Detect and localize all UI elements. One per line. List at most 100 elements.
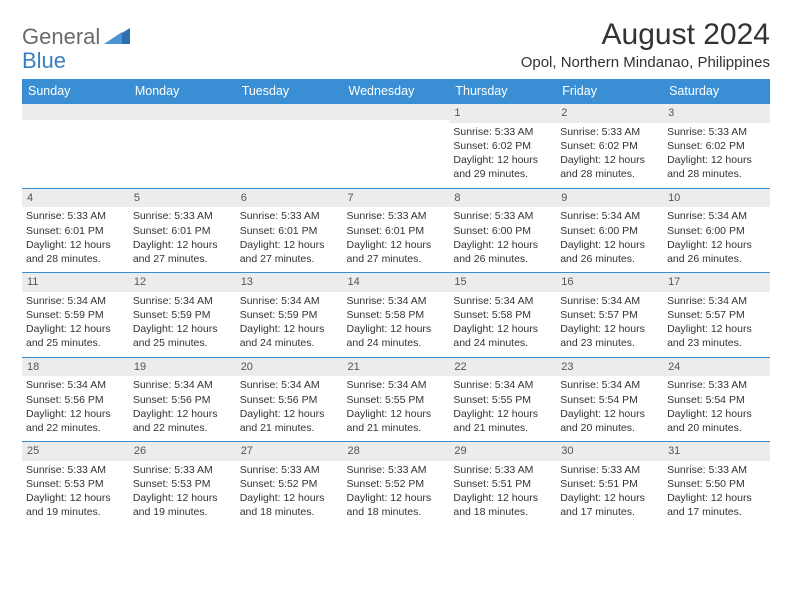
calendar-cell: 6Sunrise: 5:33 AMSunset: 6:01 PMDaylight… bbox=[236, 188, 343, 273]
daylight-text: Daylight: 12 hours and 27 minutes. bbox=[347, 238, 446, 266]
day-number: 17 bbox=[663, 273, 770, 292]
sunrise-text: Sunrise: 5:34 AM bbox=[347, 378, 446, 392]
daylight-text: Daylight: 12 hours and 27 minutes. bbox=[133, 238, 232, 266]
daylight-text: Daylight: 12 hours and 28 minutes. bbox=[560, 153, 659, 181]
day-content: Sunrise: 5:33 AMSunset: 5:51 PMDaylight:… bbox=[556, 461, 663, 526]
sunset-text: Sunset: 6:00 PM bbox=[453, 224, 552, 238]
daylight-text: Daylight: 12 hours and 27 minutes. bbox=[240, 238, 339, 266]
calendar-cell: 23Sunrise: 5:34 AMSunset: 5:54 PMDayligh… bbox=[556, 357, 663, 442]
day-header: Tuesday bbox=[236, 79, 343, 104]
day-number: 8 bbox=[449, 189, 556, 208]
calendar-cell bbox=[343, 104, 450, 189]
daylight-text: Daylight: 12 hours and 26 minutes. bbox=[560, 238, 659, 266]
sunset-text: Sunset: 5:56 PM bbox=[26, 393, 125, 407]
sunrise-text: Sunrise: 5:33 AM bbox=[667, 125, 766, 139]
calendar-week-row: 25Sunrise: 5:33 AMSunset: 5:53 PMDayligh… bbox=[22, 442, 770, 526]
daylight-text: Daylight: 12 hours and 28 minutes. bbox=[667, 153, 766, 181]
sunrise-text: Sunrise: 5:34 AM bbox=[453, 378, 552, 392]
sunset-text: Sunset: 6:01 PM bbox=[347, 224, 446, 238]
sunrise-text: Sunrise: 5:34 AM bbox=[240, 294, 339, 308]
calendar-cell: 4Sunrise: 5:33 AMSunset: 6:01 PMDaylight… bbox=[22, 188, 129, 273]
sunrise-text: Sunrise: 5:33 AM bbox=[560, 125, 659, 139]
calendar-cell bbox=[236, 104, 343, 189]
sunset-text: Sunset: 5:57 PM bbox=[560, 308, 659, 322]
day-number: 24 bbox=[663, 358, 770, 377]
day-content: Sunrise: 5:34 AMSunset: 5:55 PMDaylight:… bbox=[343, 376, 450, 441]
day-content: Sunrise: 5:33 AMSunset: 5:53 PMDaylight:… bbox=[129, 461, 236, 526]
calendar-cell: 8Sunrise: 5:33 AMSunset: 6:00 PMDaylight… bbox=[449, 188, 556, 273]
day-number: 30 bbox=[556, 442, 663, 461]
sunrise-text: Sunrise: 5:34 AM bbox=[667, 209, 766, 223]
day-number bbox=[129, 104, 236, 120]
title-block: August 2024 Opol, Northern Mindanao, Phi… bbox=[521, 18, 770, 71]
sunrise-text: Sunrise: 5:33 AM bbox=[347, 463, 446, 477]
sunrise-text: Sunrise: 5:33 AM bbox=[453, 463, 552, 477]
sunrise-text: Sunrise: 5:34 AM bbox=[560, 294, 659, 308]
day-number: 28 bbox=[343, 442, 450, 461]
daylight-text: Daylight: 12 hours and 18 minutes. bbox=[347, 491, 446, 519]
day-content: Sunrise: 5:34 AMSunset: 5:57 PMDaylight:… bbox=[663, 292, 770, 357]
sunset-text: Sunset: 5:59 PM bbox=[133, 308, 232, 322]
day-number: 26 bbox=[129, 442, 236, 461]
day-content: Sunrise: 5:33 AMSunset: 6:01 PMDaylight:… bbox=[343, 207, 450, 272]
brand-triangle-icon bbox=[104, 26, 130, 49]
day-number: 29 bbox=[449, 442, 556, 461]
sunrise-text: Sunrise: 5:34 AM bbox=[347, 294, 446, 308]
sunset-text: Sunset: 6:02 PM bbox=[560, 139, 659, 153]
calendar-cell: 31Sunrise: 5:33 AMSunset: 5:50 PMDayligh… bbox=[663, 442, 770, 526]
brand-part1: General bbox=[22, 24, 100, 50]
day-number: 10 bbox=[663, 189, 770, 208]
day-content: Sunrise: 5:34 AMSunset: 5:59 PMDaylight:… bbox=[236, 292, 343, 357]
sunset-text: Sunset: 5:57 PM bbox=[667, 308, 766, 322]
daylight-text: Daylight: 12 hours and 18 minutes. bbox=[240, 491, 339, 519]
sunset-text: Sunset: 5:56 PM bbox=[240, 393, 339, 407]
calendar-cell: 29Sunrise: 5:33 AMSunset: 5:51 PMDayligh… bbox=[449, 442, 556, 526]
calendar-cell: 13Sunrise: 5:34 AMSunset: 5:59 PMDayligh… bbox=[236, 273, 343, 358]
daylight-text: Daylight: 12 hours and 20 minutes. bbox=[667, 407, 766, 435]
sunrise-text: Sunrise: 5:34 AM bbox=[133, 294, 232, 308]
sunrise-text: Sunrise: 5:33 AM bbox=[240, 463, 339, 477]
daylight-text: Daylight: 12 hours and 25 minutes. bbox=[26, 322, 125, 350]
calendar-cell: 16Sunrise: 5:34 AMSunset: 5:57 PMDayligh… bbox=[556, 273, 663, 358]
sunset-text: Sunset: 6:02 PM bbox=[667, 139, 766, 153]
sunrise-text: Sunrise: 5:34 AM bbox=[560, 378, 659, 392]
calendar-cell: 22Sunrise: 5:34 AMSunset: 5:55 PMDayligh… bbox=[449, 357, 556, 442]
day-content: Sunrise: 5:33 AMSunset: 6:01 PMDaylight:… bbox=[129, 207, 236, 272]
day-header: Wednesday bbox=[343, 79, 450, 104]
day-content: Sunrise: 5:33 AMSunset: 6:01 PMDaylight:… bbox=[236, 207, 343, 272]
day-header: Thursday bbox=[449, 79, 556, 104]
daylight-text: Daylight: 12 hours and 21 minutes. bbox=[240, 407, 339, 435]
page-title: August 2024 bbox=[521, 18, 770, 52]
calendar-cell: 5Sunrise: 5:33 AMSunset: 6:01 PMDaylight… bbox=[129, 188, 236, 273]
sunrise-text: Sunrise: 5:33 AM bbox=[26, 209, 125, 223]
day-number: 3 bbox=[663, 104, 770, 123]
day-number: 7 bbox=[343, 189, 450, 208]
day-content: Sunrise: 5:33 AMSunset: 5:53 PMDaylight:… bbox=[22, 461, 129, 526]
day-number: 11 bbox=[22, 273, 129, 292]
day-content: Sunrise: 5:33 AMSunset: 6:02 PMDaylight:… bbox=[556, 123, 663, 188]
day-content: Sunrise: 5:34 AMSunset: 5:59 PMDaylight:… bbox=[22, 292, 129, 357]
day-number: 21 bbox=[343, 358, 450, 377]
day-content: Sunrise: 5:33 AMSunset: 6:02 PMDaylight:… bbox=[663, 123, 770, 188]
daylight-text: Daylight: 12 hours and 20 minutes. bbox=[560, 407, 659, 435]
daylight-text: Daylight: 12 hours and 24 minutes. bbox=[347, 322, 446, 350]
day-content: Sunrise: 5:34 AMSunset: 5:58 PMDaylight:… bbox=[449, 292, 556, 357]
day-number: 5 bbox=[129, 189, 236, 208]
day-number: 25 bbox=[22, 442, 129, 461]
daylight-text: Daylight: 12 hours and 23 minutes. bbox=[667, 322, 766, 350]
calendar-week-row: 1Sunrise: 5:33 AMSunset: 6:02 PMDaylight… bbox=[22, 104, 770, 189]
header: General August 2024 Opol, Northern Minda… bbox=[22, 18, 770, 71]
sunset-text: Sunset: 6:00 PM bbox=[560, 224, 659, 238]
calendar-cell: 14Sunrise: 5:34 AMSunset: 5:58 PMDayligh… bbox=[343, 273, 450, 358]
day-number: 4 bbox=[22, 189, 129, 208]
daylight-text: Daylight: 12 hours and 23 minutes. bbox=[560, 322, 659, 350]
calendar-cell bbox=[22, 104, 129, 189]
daylight-text: Daylight: 12 hours and 18 minutes. bbox=[453, 491, 552, 519]
calendar-cell: 25Sunrise: 5:33 AMSunset: 5:53 PMDayligh… bbox=[22, 442, 129, 526]
day-content: Sunrise: 5:34 AMSunset: 5:54 PMDaylight:… bbox=[556, 376, 663, 441]
calendar-cell: 19Sunrise: 5:34 AMSunset: 5:56 PMDayligh… bbox=[129, 357, 236, 442]
sunset-text: Sunset: 6:01 PM bbox=[240, 224, 339, 238]
sunrise-text: Sunrise: 5:33 AM bbox=[560, 463, 659, 477]
calendar-cell: 20Sunrise: 5:34 AMSunset: 5:56 PMDayligh… bbox=[236, 357, 343, 442]
calendar-cell: 27Sunrise: 5:33 AMSunset: 5:52 PMDayligh… bbox=[236, 442, 343, 526]
